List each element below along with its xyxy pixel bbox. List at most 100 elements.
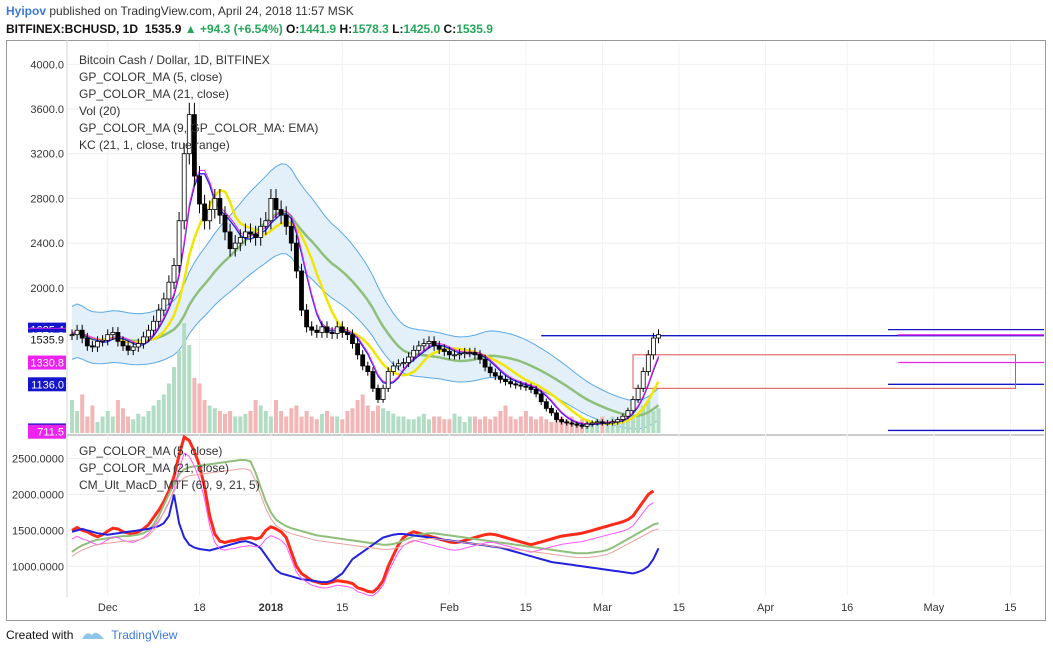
volume-bar [631,416,635,433]
candle-body [95,340,100,348]
candle-body [651,337,656,356]
volume-bar [355,400,360,433]
volume-bar [360,394,365,433]
candle-body [278,209,284,216]
volume-bar [95,422,100,433]
candle-body [594,421,600,424]
candle-body [74,329,80,336]
volume-bar [381,408,386,433]
volume-bar [75,411,80,433]
volume-bar [309,416,314,433]
candle-body [324,326,330,333]
candle-body [304,309,310,328]
volume-bar [335,416,340,433]
candle-body [600,421,605,424]
volume-bar [523,411,528,433]
volume-bar [284,416,289,433]
y-tick-label: 3200.0 [30,149,64,161]
candle-body [492,372,498,377]
volume-bar [85,416,90,433]
volume-bar [350,408,355,433]
price-label-text: 1330.8 [30,358,64,370]
volume-bar [279,411,284,433]
indicator-tick-label: 1500.0000 [12,525,64,537]
candle-body [248,231,253,235]
volume-bar [396,416,401,433]
candle-body [564,421,570,424]
volume-bar [121,408,125,433]
price-label-box [28,424,66,439]
candle-body [385,371,391,389]
candle-body [579,424,585,427]
volume-bar [105,411,110,433]
volume-bar [386,411,391,433]
legend-macd[interactable]: CM_Ult_MacD_MTF (60, 9, 21, 5) [79,478,260,492]
x-tick-label: 15 [673,602,685,614]
tradingview-link[interactable]: TradingView [111,628,178,642]
chart-frame[interactable] [6,40,1046,621]
volume-bar [228,411,233,433]
candle-body [176,220,182,266]
legend-ind-ma5[interactable]: GP_COLOR_MA (5, close) [79,444,223,458]
candle-body [181,153,187,222]
footer: Created with TradingView [6,628,177,642]
close-label: C: [443,22,457,36]
candle-body [84,337,90,347]
legend-volume[interactable]: Vol (20) [79,104,121,118]
legend-keltner[interactable]: KC (21, 1, close, true range) [79,138,230,152]
volume-bar [518,416,523,433]
ma21-line [71,210,660,417]
candle-body [513,383,519,386]
volume-bar [554,413,559,433]
volume-bar [131,419,136,433]
volume-bar [172,367,176,433]
legend-ma5[interactable]: GP_COLOR_MA (5, close) [79,70,223,84]
volume-bar [248,411,253,433]
volume-bar [452,413,457,433]
price-change: +94.3 (+6.54%) [199,22,283,36]
x-tick-label: 15 [336,602,348,614]
candle-body [615,419,621,423]
price-chart[interactable]: 4000.0 3600.0 3200.0 2800.0 2400.0 2000.0 1535… [0,0,1053,628]
symbol-label: BITFINEX:BCHUSD, 1D [6,22,139,36]
y-tick-label: 2000.0 [30,283,64,295]
volume-bar [595,419,600,433]
candle-body [656,334,661,339]
candle-body [462,352,468,355]
indicator-tick-label: 2000.0000 [12,489,64,501]
low-value: 1425.0 [403,22,441,36]
candle-body [90,345,95,348]
candle-body [589,422,595,425]
candle-body [503,378,508,383]
candle-body [508,381,514,385]
volume-bar [90,405,95,433]
author-name[interactable]: Hyipov [6,4,47,18]
legend-ind-ma21[interactable]: GP_COLOR_MA (21, close) [79,461,230,475]
ma5-magenta-line [71,169,659,425]
price-label-text: 711.5 [37,427,64,439]
candle-body [339,326,345,333]
volume-bar [411,419,416,433]
volume-bar [636,413,641,433]
candle-body [436,345,442,350]
legend-ma21[interactable]: GP_COLOR_MA (21, close) [79,87,230,101]
price-label-text: 1136.0 [31,379,64,391]
volume-bar [115,400,120,433]
indicator-series-line [71,494,660,584]
volume-bar [615,422,620,433]
open-value: 1441.9 [299,22,337,36]
candle-body [390,365,396,372]
candle-body [543,401,549,409]
legend-symbol[interactable]: Bitcoin Cash / Dollar, 1D, BITFINEX [79,53,270,67]
legend-ema9[interactable]: GP_COLOR_MA (9, GP_COLOR_MA: EMA) [79,121,319,135]
candle-body [401,362,406,365]
candle-body [360,354,366,367]
volume-bar [488,419,493,433]
candle-body [100,339,105,342]
candle-body [288,225,294,244]
ohlc-line: BITFINEX:BCHUSD, 1D 1535.9 ▲ +94.3 (+6.5… [6,22,493,36]
volume-bar [100,416,105,433]
y-tick-label: 2800.0 [30,193,64,205]
candle-body [146,329,151,338]
candle-body [263,220,269,227]
